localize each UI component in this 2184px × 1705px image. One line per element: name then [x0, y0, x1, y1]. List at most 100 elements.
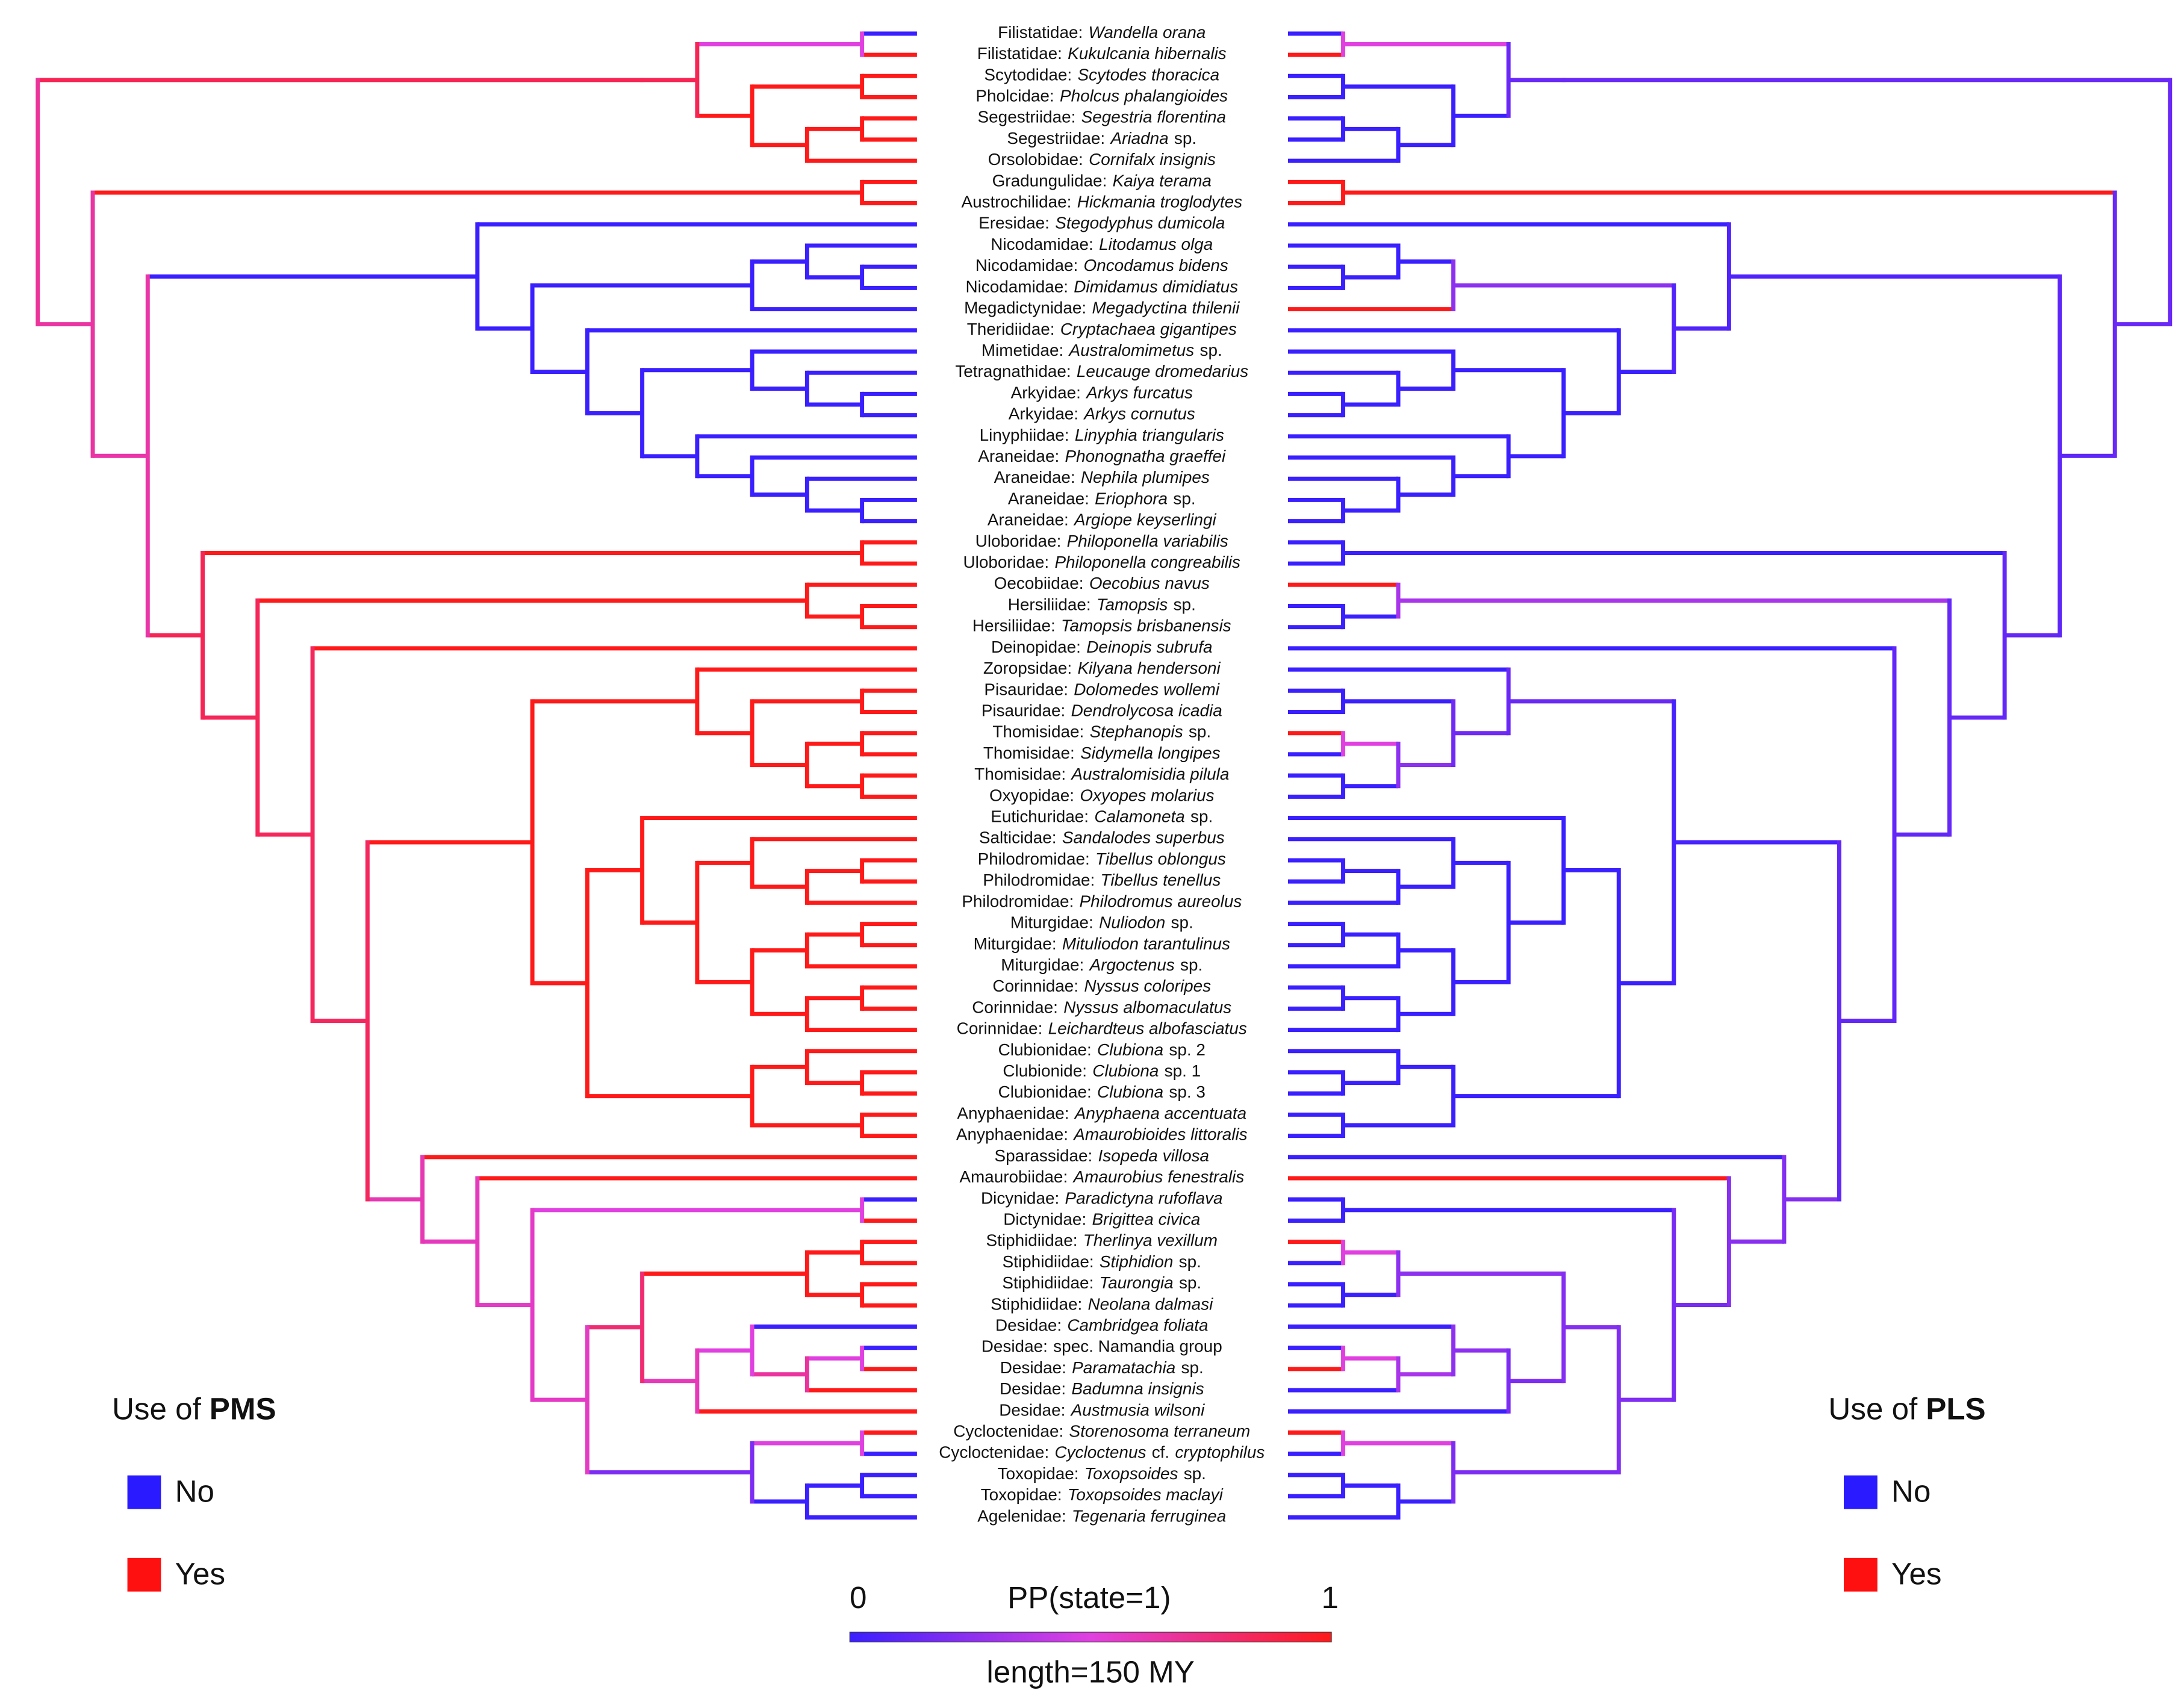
species: Dimidamus dimidiatus [1074, 278, 1238, 296]
family: Clubionide: [1003, 1061, 1087, 1080]
family: Arkyidae: [1011, 384, 1081, 402]
family: Megadictynidae: [964, 299, 1086, 317]
species: Hickmania troglodytes [1077, 193, 1242, 211]
family: Scytodidae: [984, 66, 1072, 84]
family: Austrochilidae: [961, 193, 1071, 211]
species: sp. [1180, 955, 1202, 974]
species: sp. [1190, 807, 1213, 826]
species: Paramatachia [1072, 1358, 1175, 1377]
taxon-label: Gradungulidae: Kaiya terama [992, 172, 1212, 190]
species: Mituliodon tarantulinus [1062, 934, 1230, 953]
family: Cycloctenidae: [939, 1443, 1049, 1462]
taxon-label: Oxyopidae: Oxyopes molarius [989, 786, 1215, 805]
species: Sandalodes superbus [1062, 828, 1225, 847]
family: Pisauridae: [982, 701, 1066, 720]
species: sp. [1174, 129, 1196, 148]
species: spec. Namandia group [1053, 1337, 1222, 1356]
species: sp. 3 [1169, 1083, 1205, 1102]
taxon-label: Anyphaenidae: Amaurobioides littoralis [956, 1125, 1248, 1144]
taxon-label: Sparassidae: Isopeda villosa [994, 1146, 1209, 1165]
species: Badumna insignis [1071, 1380, 1204, 1399]
taxon-label: Araneidae: Eriophora sp. [1008, 489, 1196, 508]
taxon-label: Philodromidae: Philodromus aureolus [962, 892, 1242, 911]
species: sp. [1181, 1358, 1204, 1377]
species: Stephanopis [1090, 722, 1183, 741]
taxon-label: Dicynidae: Paradictyna rufoflava [981, 1189, 1223, 1208]
taxon-label: Scytodidae: Scytodes thoracica [984, 66, 1219, 84]
species: Australomisidia pilula [1070, 765, 1229, 784]
family: Hersiliidae: [1008, 595, 1091, 614]
species: sp. 1 [1165, 1061, 1201, 1080]
family: Segestriidae: [978, 108, 1076, 126]
taxon-label: Corinnidae: Leichardteus albofasciatus [957, 1019, 1247, 1038]
family: Stiphidiidae: [1003, 1252, 1094, 1271]
species: Brigittea civica [1092, 1210, 1201, 1229]
family: Desidae: [1000, 1380, 1066, 1399]
species: Scytodes thoracica [1077, 66, 1219, 84]
species: Kaiya terama [1113, 172, 1212, 190]
species: Toxopsoides maclayi [1068, 1486, 1224, 1505]
taxon-label: Clubionidae: Clubiona sp. 2 [998, 1040, 1206, 1059]
family: Eutichuridae: [991, 807, 1089, 826]
taxon-label: Nicodamidae: Oncodamus bidens [975, 256, 1228, 275]
taxon-label: Anyphaenidae: Anyphaena accentuata [957, 1104, 1246, 1123]
legend-label: Yes [1891, 1557, 1941, 1591]
taxon-label: Tetragnathidae: Leucauge dromedarius [955, 362, 1248, 381]
family: Hersiliidae: [972, 616, 1056, 635]
species: Argoctenus [1089, 955, 1175, 974]
species: Taurongia [1100, 1273, 1174, 1292]
species: sp. [1179, 1252, 1201, 1271]
species: Kukulcania hibernalis [1068, 44, 1227, 63]
family: Arkyidae: [1009, 405, 1078, 423]
taxon-label: Thomisidae: Stephanopis sp. [992, 722, 1211, 741]
taxon-labels: Filistatidae: Wandella oranaFilistatidae:… [939, 23, 1265, 1526]
taxon-label: Thomisidae: Sidymella longipes [983, 744, 1221, 762]
species: Oxyopes molarius [1080, 786, 1214, 805]
taxon-label: Desidae: Paramatachia sp. [1000, 1358, 1204, 1377]
taxon-label: Corinnidae: Nyssus coloripes [992, 977, 1211, 996]
species: Litodamus olga [1099, 235, 1213, 253]
taxon-label: Theridiidae: Cryptachaea gigantipes [967, 320, 1237, 338]
colorbar-max: 1 [1322, 1580, 1339, 1615]
species: Arkys furcatus [1085, 384, 1193, 402]
family: Eresidae: [978, 214, 1050, 232]
species: Tibellus oblongus [1095, 849, 1226, 868]
species: Cambridgea foliata [1067, 1316, 1208, 1335]
species: Pholcus phalangioides [1060, 87, 1228, 105]
family: Filistatidae: [998, 23, 1083, 42]
family: Filistatidae: [977, 44, 1062, 63]
family: Orsolobidae: [988, 150, 1083, 169]
taxon-label: Segestriidae: Ariadna sp. [1007, 129, 1196, 148]
species: Calamoneta [1094, 807, 1184, 826]
family: Pholcidae: [975, 87, 1054, 105]
family: Uloboridae: [975, 532, 1062, 550]
legend-label: No [175, 1474, 214, 1508]
species: Neolana dalmasi [1088, 1295, 1214, 1314]
colorbar-min: 0 [850, 1580, 866, 1615]
family: Miturgidae: [1001, 955, 1084, 974]
legend-swatch [1844, 1475, 1878, 1509]
trees [36, 31, 2173, 1520]
family: Cycloctenidae: [953, 1422, 1063, 1441]
taxon-label: Toxopidae: Toxopsoides sp. [998, 1464, 1206, 1483]
taxon-label: Pholcidae: Pholcus phalangioides [975, 87, 1228, 105]
family: Zoropsidae: [983, 659, 1072, 677]
species: Stiphidion [1100, 1252, 1174, 1271]
family: Stiphidiidae: [1002, 1273, 1094, 1292]
species: Oncodamus bidens [1084, 256, 1228, 275]
family: Corinnidae: [972, 998, 1058, 1017]
species: Tamopsis brisbanensis [1061, 616, 1231, 635]
taxon-label: Arkyidae: Arkys furcatus [1011, 384, 1193, 402]
species: sp. 2 [1169, 1040, 1205, 1059]
family: Gradungulidae: [992, 172, 1107, 190]
taxon-label: Pisauridae: Dolomedes wollemi [984, 680, 1219, 699]
species: Nuliodon [1099, 913, 1165, 932]
species: sp. [1171, 913, 1193, 932]
family: Clubionidae: [998, 1083, 1092, 1102]
species: sp. [1189, 722, 1211, 741]
taxon-label: Hersiliidae: Tamopsis sp. [1008, 595, 1196, 614]
taxon-label: Corinnidae: Nyssus albomaculatus [972, 998, 1231, 1017]
family: Philodromidae: [962, 892, 1074, 911]
family: Miturgidae: [1010, 913, 1094, 932]
